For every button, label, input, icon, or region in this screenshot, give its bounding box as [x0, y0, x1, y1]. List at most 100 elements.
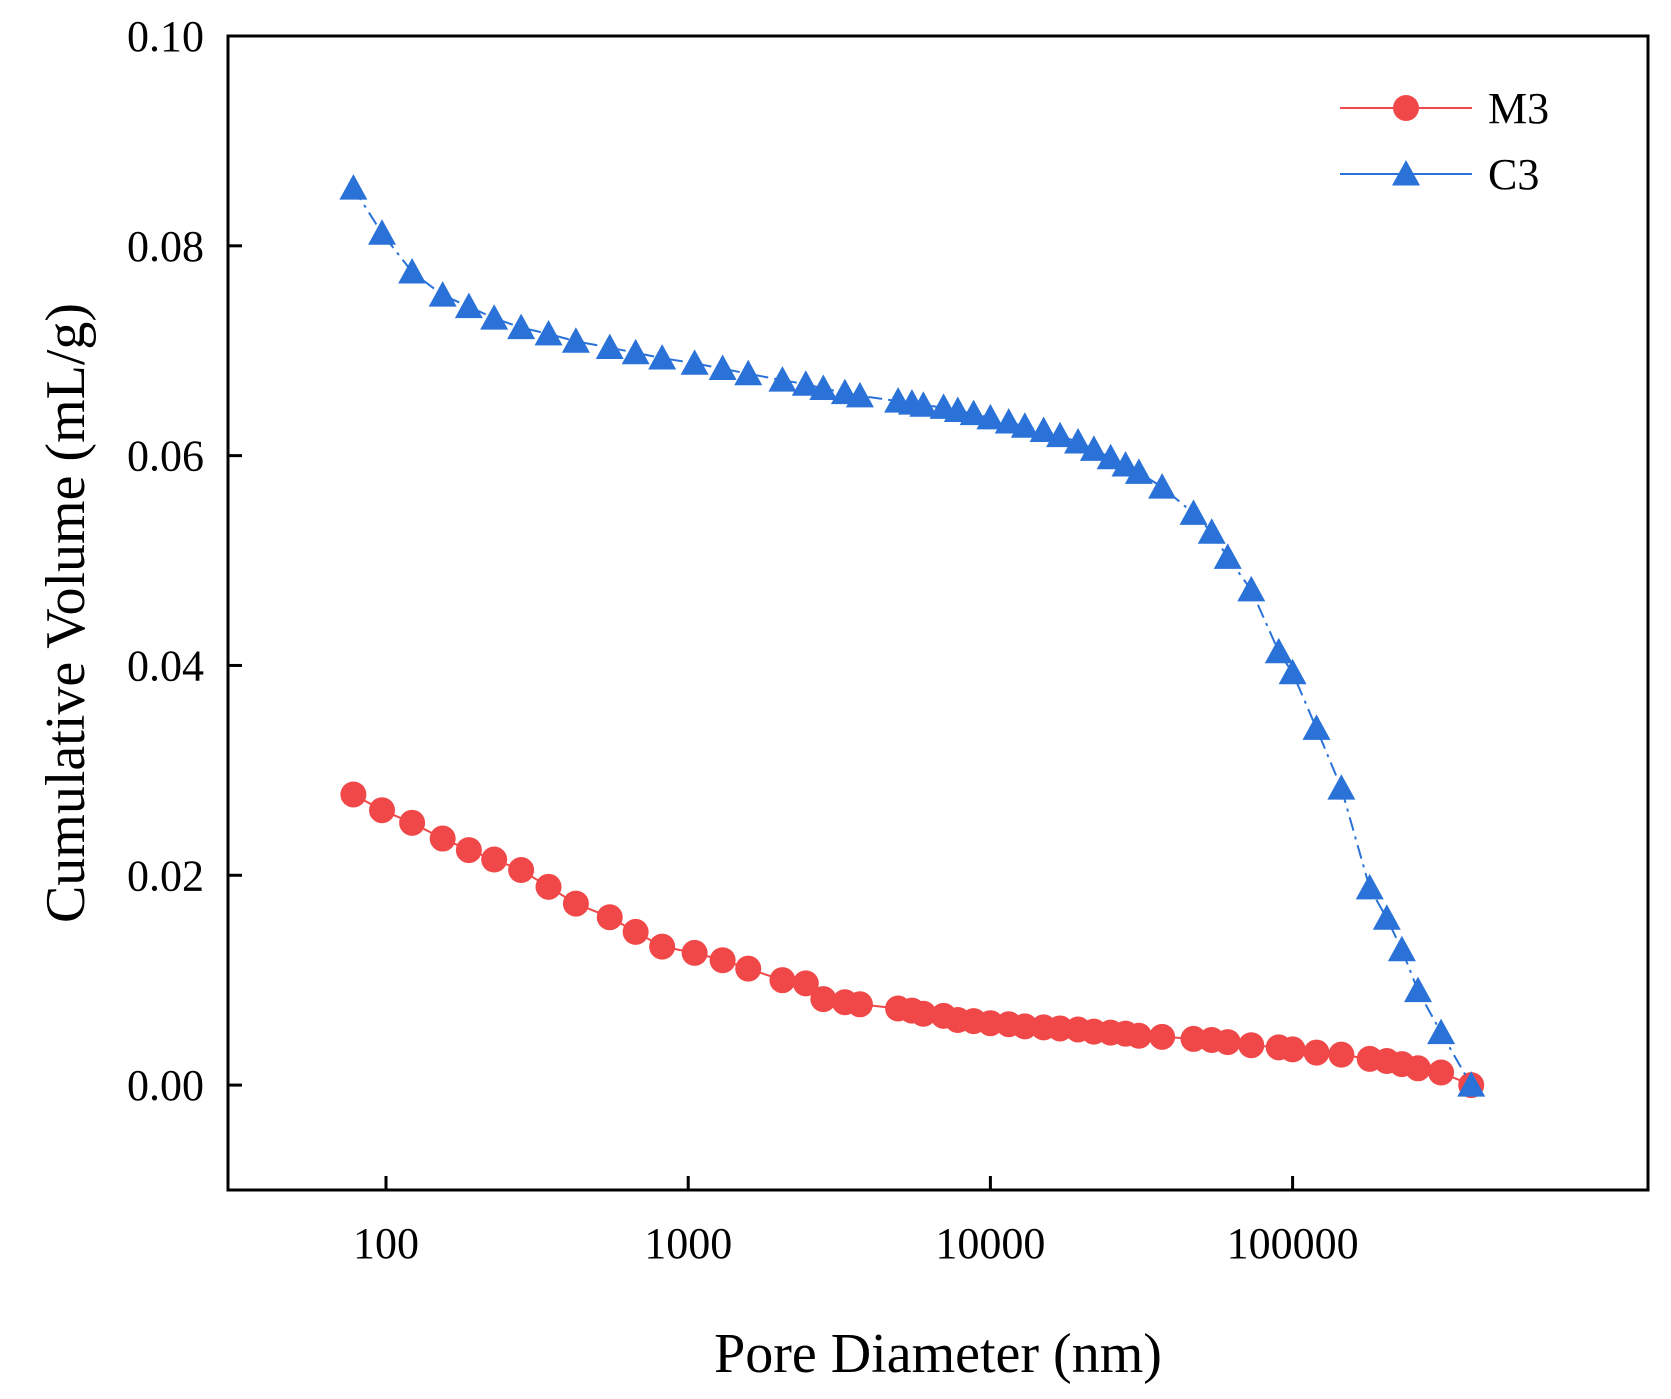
y-tick-label: 0.10 [127, 12, 204, 61]
y-tick-label: 0.04 [127, 641, 204, 690]
x-tick-label: 10000 [935, 1219, 1045, 1268]
series-m3-point [1279, 1036, 1306, 1063]
series-c3-point [845, 381, 874, 408]
series-m3-point [769, 967, 796, 994]
series-c3-point [1372, 904, 1401, 930]
series-m3-point [1328, 1041, 1355, 1068]
series-c3-point [1278, 658, 1307, 685]
x-tick-label: 100000 [1227, 1219, 1359, 1268]
series-c3-point [1179, 499, 1208, 525]
series-c3-point [943, 396, 972, 423]
series-m3-point [1404, 1055, 1431, 1082]
y-axis: 0.00 0.02 0.04 0.06 0.08 0.10 [127, 12, 242, 1110]
series-m3-point [1428, 1059, 1455, 1086]
y-tick-label: 0.02 [127, 851, 204, 900]
series-m3-point [562, 890, 589, 917]
legend-marker [1392, 160, 1420, 186]
y-axis-label: Cumulative Volume (mL/g) [35, 303, 97, 923]
series-m3-point [508, 857, 535, 884]
series-m3-point [846, 991, 873, 1018]
series-c3-point [959, 399, 988, 426]
series-c3-point [680, 349, 709, 375]
series-m3-point [1011, 1013, 1038, 1040]
series-m3-point [340, 781, 367, 808]
series-m3-point [596, 904, 623, 931]
legend-item-m3: M3 [1340, 84, 1549, 133]
series-c3-point [1213, 543, 1242, 569]
x-axis-label: Pore Diameter (nm) [714, 1323, 1162, 1385]
series-m3-point [1238, 1032, 1265, 1059]
legend-label: C3 [1488, 150, 1539, 199]
series-c3-point [1387, 935, 1416, 962]
series-c3-point [1302, 714, 1331, 740]
series-m3-point [455, 837, 482, 864]
series-c3-point [621, 338, 650, 365]
series-c3-point [734, 359, 763, 386]
y-tick-label: 0.00 [127, 1061, 204, 1110]
series-m3-point [810, 986, 837, 1013]
series-m3-point [649, 933, 676, 960]
series-c3-point [1427, 1018, 1456, 1045]
series-m3-point [429, 825, 456, 852]
series-c3-line [352, 187, 1473, 1086]
series-m3-point [681, 939, 708, 966]
series-m3-point [735, 955, 762, 982]
series-m3-point [622, 918, 649, 945]
series-m3-point [481, 846, 508, 873]
series-c3-point [1327, 774, 1356, 800]
series-c3-point [561, 327, 590, 353]
series-m3-point [977, 1010, 1004, 1037]
series-c3-point [1096, 443, 1125, 470]
series-c3-point [791, 370, 820, 396]
series-c3-point [507, 313, 536, 340]
series-c3-point [909, 391, 938, 417]
series-c3-point [1237, 575, 1266, 602]
x-tick-label: 1000 [644, 1219, 732, 1268]
series-c3-point [1064, 427, 1093, 454]
y-tick-label: 0.08 [127, 222, 204, 271]
series-c3-point [1079, 435, 1108, 461]
y-tick-label: 0.06 [127, 432, 204, 481]
series-c3-point [368, 219, 397, 245]
series-c3-point [1355, 873, 1384, 900]
series-c3-point [1010, 412, 1039, 438]
series-m3-point [709, 947, 736, 974]
series-layer [339, 174, 1486, 1099]
series-c3-point [534, 319, 563, 346]
series-c3-point [428, 281, 457, 307]
series-m3-point [1125, 1022, 1152, 1049]
series-c3-point [976, 403, 1005, 430]
series-c3-point [1046, 421, 1075, 448]
series-c3-point [398, 258, 427, 284]
series-m3-point [369, 797, 396, 824]
series-m3-point [910, 1000, 937, 1027]
x-axis: 100 1000 10000 100000 [353, 1176, 1359, 1268]
series-c3-point [1457, 1071, 1486, 1097]
series-m3-point [399, 809, 426, 836]
series-c3-point [708, 354, 737, 381]
series-c3-point [1124, 458, 1153, 484]
series-c3-point [454, 292, 483, 319]
series-c3-point [1264, 637, 1293, 664]
series-c3-point [595, 333, 624, 360]
series-m3-point [1303, 1039, 1330, 1066]
series-c3-point [994, 408, 1023, 434]
series-c3-point [809, 374, 838, 400]
series-c3-point [1403, 976, 1432, 1003]
series-m3-point [792, 970, 819, 997]
legend-label: M3 [1488, 84, 1549, 133]
series-c3-point [480, 304, 509, 330]
plot-frame [226, 34, 1650, 1192]
series-c3-point [1148, 473, 1177, 499]
series-m3 [340, 781, 1485, 1099]
x-tick-label: 100 [353, 1219, 419, 1268]
series-c3-point [768, 366, 797, 392]
series-c3-point [1197, 518, 1226, 544]
legend-item-c3: C3 [1340, 150, 1539, 199]
series-m3-point [1214, 1029, 1241, 1056]
series-c3 [339, 174, 1486, 1097]
series-c3-point [1029, 416, 1058, 442]
